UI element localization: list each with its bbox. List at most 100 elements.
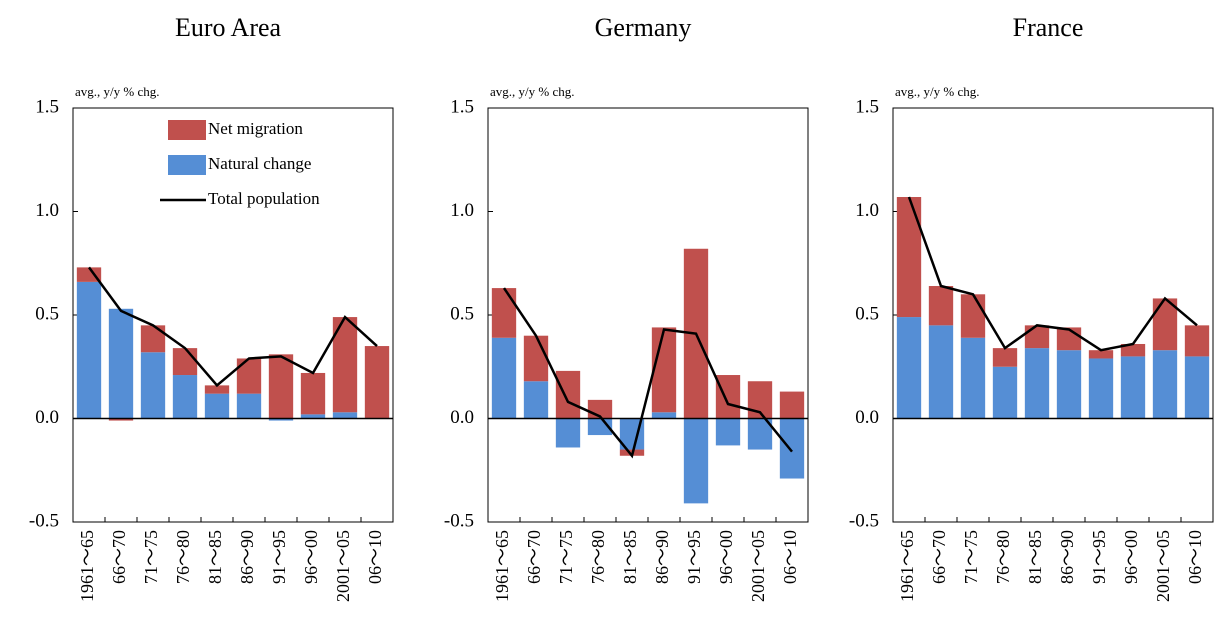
bar-segment — [896, 317, 922, 419]
y-tick-label: 0.5 — [35, 303, 59, 324]
x-tick-label: 1961～65 — [77, 530, 97, 602]
x-tick-label: 81～85 — [1025, 530, 1045, 584]
chart-title: France — [1013, 13, 1084, 42]
bar-segment — [779, 418, 805, 479]
bar-segment — [140, 352, 166, 419]
x-tick-label: 71～75 — [961, 530, 981, 584]
x-tick-label: 1961～65 — [492, 530, 512, 602]
bar-segment — [332, 412, 358, 419]
x-tick-label: 1961～65 — [897, 530, 917, 602]
bar-segment — [779, 391, 805, 419]
axis-unit: avg., y/y % chg. — [75, 84, 159, 99]
bar-segment — [1088, 358, 1114, 419]
x-tick-label: 66～70 — [929, 530, 949, 584]
bar-segment — [555, 418, 581, 448]
y-tick-label: 1.5 — [855, 96, 879, 117]
bar-segment — [928, 286, 954, 326]
bar-segment — [364, 346, 390, 419]
plot-frame — [487, 107, 809, 523]
y-tick-label: 1.0 — [855, 200, 879, 221]
x-tick-label: 2001～05 — [1153, 530, 1173, 602]
y-tick-label: 1.5 — [35, 96, 59, 117]
x-tick-label: 91～95 — [684, 530, 704, 584]
bar-segment — [268, 354, 294, 419]
bar-segment — [992, 348, 1018, 367]
y-tick-label: -0.5 — [29, 510, 59, 531]
x-tick-label: 66～70 — [109, 530, 129, 584]
legend-swatch — [168, 120, 206, 140]
bar-segment — [491, 337, 517, 419]
bar-segment — [1120, 343, 1146, 357]
bar-segment — [523, 381, 549, 419]
bar-segment — [76, 267, 102, 282]
bar-segment — [555, 370, 581, 419]
legend-label: Total population — [208, 189, 320, 208]
y-tick-label: -0.5 — [849, 510, 879, 531]
bar-segment — [1152, 298, 1178, 351]
x-tick-label: 2001～05 — [333, 530, 353, 602]
chart-title: Euro Area — [175, 13, 282, 42]
bar-segment — [960, 337, 986, 419]
bar-segment — [491, 288, 517, 338]
x-tick-label: 06～10 — [1185, 530, 1205, 584]
bar-segment — [204, 385, 230, 394]
bar-segment — [896, 197, 922, 318]
x-tick-label: 71～75 — [556, 530, 576, 584]
x-tick-label: 71～75 — [141, 530, 161, 584]
y-tick-label: 0.0 — [855, 407, 879, 428]
line-series — [502, 287, 793, 459]
x-tick-label: 86～90 — [1057, 530, 1077, 584]
x-tick-label: 86～90 — [237, 530, 257, 584]
bar-segment — [523, 335, 549, 382]
y-tick-label: -0.5 — [444, 510, 474, 531]
chart-panel: Germany avg., y/y % chg. -0.5 0.0 0.5 1.0 1.5 1… — [444, 13, 809, 602]
bar-segment — [1024, 325, 1050, 349]
bar-segment — [1024, 348, 1050, 419]
axis-unit: avg., y/y % chg. — [895, 84, 979, 99]
bar-segment — [268, 418, 294, 421]
chart-title: Germany — [595, 13, 692, 42]
chart-panel: Euro Area avg., y/y % chg. -0.5 0.0 0.5 1.0 1.… — [29, 13, 394, 602]
x-tick-label: 76～80 — [173, 530, 193, 584]
bar-segment — [928, 325, 954, 419]
line-series — [87, 266, 378, 388]
bar-segment — [236, 393, 262, 419]
bar-segment — [204, 393, 230, 419]
x-tick-label: 96～00 — [1121, 530, 1141, 584]
x-tick-label: 81～85 — [620, 530, 640, 584]
bar-segment — [960, 294, 986, 338]
x-tick-label: 86～90 — [652, 530, 672, 584]
x-tick-label: 91～95 — [1089, 530, 1109, 584]
x-tick-label: 96～00 — [301, 530, 321, 584]
y-tick-label: 0.5 — [450, 303, 474, 324]
bar-segment — [715, 418, 741, 446]
bar-segment — [1152, 350, 1178, 419]
bar-segment — [300, 414, 326, 419]
bar-segment — [76, 281, 102, 419]
x-tick-label: 76～80 — [588, 530, 608, 584]
bar-segment — [108, 308, 134, 419]
legend-label: Natural change — [208, 154, 311, 173]
bar-segment — [1184, 325, 1210, 357]
x-tick-label: 66～70 — [524, 530, 544, 584]
y-tick-label: 1.0 — [450, 200, 474, 221]
bar-segment — [651, 327, 677, 413]
bar-segment — [300, 372, 326, 415]
chart-panel: France avg., y/y % chg. -0.5 0.0 0.5 1.0 1.5 19… — [849, 13, 1214, 602]
x-tick-label: 2001～05 — [748, 530, 768, 602]
bar-segment — [236, 358, 262, 394]
bar-segment — [651, 412, 677, 419]
bar-segment — [140, 325, 166, 353]
axis-unit: avg., y/y % chg. — [490, 84, 574, 99]
y-tick-label: 0.0 — [35, 407, 59, 428]
bar-segment — [1056, 350, 1082, 419]
bar-segment — [172, 348, 198, 376]
x-tick-label: 76～80 — [993, 530, 1013, 584]
bar-segment — [1120, 356, 1146, 419]
legend-swatch — [168, 155, 206, 175]
y-tick-label: 1.0 — [35, 200, 59, 221]
x-tick-label: 91～95 — [269, 530, 289, 584]
x-tick-label: 06～10 — [780, 530, 800, 584]
y-tick-label: 1.5 — [450, 96, 474, 117]
